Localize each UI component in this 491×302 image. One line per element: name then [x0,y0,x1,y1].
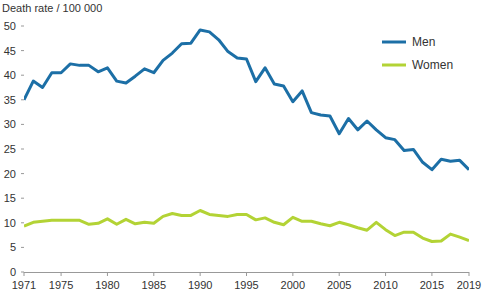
x-tick-label: 1980 [95,279,119,291]
chart: Death rate / 100 000 0 5 10 15 20 25 30 35 40 45 50… [0,0,491,302]
legend-label: Women [412,58,453,72]
y-tick-label: 5 [10,241,16,253]
x-tick [385,272,386,276]
x-tick [107,272,108,276]
y-tick [21,149,24,150]
y-tick [21,247,24,248]
y-tick-label: 15 [4,192,16,204]
x-tick [246,272,247,276]
x-tick-label: 2015 [420,279,444,291]
legend-label: Men [412,35,435,49]
x-tick [469,272,470,276]
series-line [24,211,469,242]
y-tick [21,26,24,27]
y-tick-label: 35 [4,94,16,106]
y-axis-title: Death rate / 100 000 [2,2,102,14]
x-tick-label: 1995 [234,279,258,291]
y-tick-label: 20 [4,168,16,180]
x-tick-label: 1971 [12,279,36,291]
series-group [24,30,469,242]
y-tick [21,173,24,174]
x-tick [153,272,154,276]
x-tick [61,272,62,276]
y-tick-label: 50 [4,20,16,32]
y-tick [21,222,24,223]
y-tick-label: 30 [4,118,16,130]
x-tick-label: 2000 [281,279,305,291]
y-tick [21,99,24,100]
x-tick-label: 2010 [373,279,397,291]
y-tick-label: 10 [4,217,16,229]
x-tick [431,272,432,276]
y-tick-label: 40 [4,69,16,81]
y-tick [21,50,24,51]
legend-swatch [382,64,406,67]
x-tick [200,272,201,276]
x-tick-label: 1975 [49,279,73,291]
y-tick-label: 25 [4,143,16,155]
y-tick [21,124,24,125]
x-tick [292,272,293,276]
x-tick-label: 2019 [457,279,481,291]
y-tick-label: 0 [10,266,16,278]
series-line [24,30,469,170]
y-tick-label: 45 [4,45,16,57]
legend-swatch [382,41,406,44]
x-tick [339,272,340,276]
y-tick [21,198,24,199]
x-tick [24,272,25,276]
x-tick-label: 1985 [142,279,166,291]
y-tick [21,75,24,76]
x-tick-label: 2005 [327,279,351,291]
x-tick-label: 1990 [188,279,212,291]
